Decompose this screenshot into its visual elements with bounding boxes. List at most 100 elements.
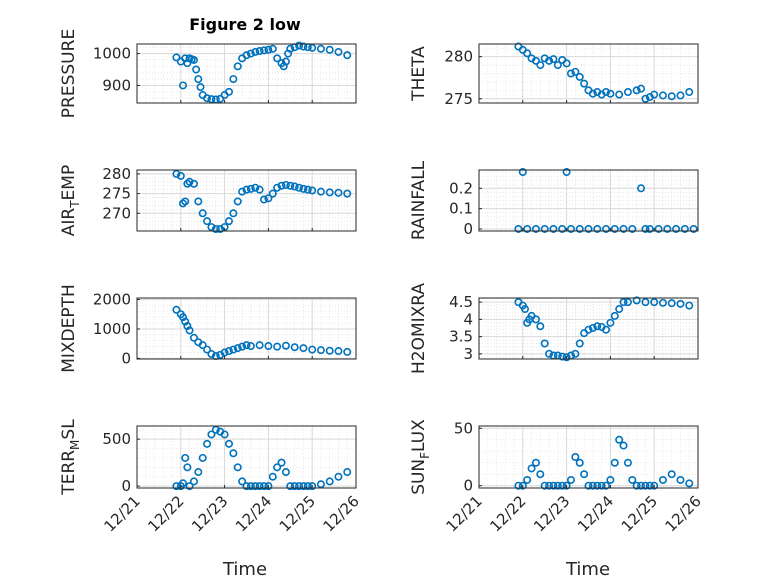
data-point xyxy=(672,224,681,233)
y-tick-label: 280 xyxy=(444,48,473,66)
data-point xyxy=(641,298,650,307)
data-point xyxy=(575,458,584,467)
data-point xyxy=(260,46,269,55)
data-point xyxy=(238,187,247,196)
data-point xyxy=(207,349,216,358)
data-point xyxy=(610,311,619,320)
data-point xyxy=(641,481,650,490)
data-point xyxy=(641,94,650,103)
data-point xyxy=(637,84,646,93)
data-point xyxy=(255,341,264,350)
data-point xyxy=(623,88,632,97)
data-point xyxy=(540,224,549,233)
y-axis-label-main: TERR xyxy=(59,450,79,496)
data-point xyxy=(571,67,580,76)
data-point xyxy=(325,188,334,197)
data-point xyxy=(606,89,615,98)
data-point xyxy=(185,482,194,491)
data-point xyxy=(281,468,290,477)
data-point xyxy=(667,299,676,308)
data-point xyxy=(558,352,567,361)
data-point xyxy=(637,481,646,490)
data-point xyxy=(273,183,282,192)
data-point xyxy=(207,95,216,104)
data-point xyxy=(268,189,277,198)
data-point xyxy=(637,184,646,193)
data-point xyxy=(658,475,667,484)
data-point xyxy=(242,482,251,491)
data-point xyxy=(273,463,282,472)
data-point xyxy=(566,475,575,484)
data-point xyxy=(308,482,317,491)
data-point xyxy=(290,343,299,352)
y-axis-label-main: MIXDEPTH xyxy=(59,284,79,373)
chart-panel-5: 0 1000 2000 MIXDEPTH xyxy=(59,284,357,373)
data-point xyxy=(531,458,540,467)
data-point xyxy=(571,349,580,358)
data-point xyxy=(290,482,299,491)
data-point xyxy=(255,482,264,491)
y-axis-label-tail: SL xyxy=(59,419,79,440)
plot-area xyxy=(137,170,356,231)
data-point xyxy=(281,180,290,189)
data-point xyxy=(264,45,273,54)
plot-area xyxy=(137,44,356,103)
data-point xyxy=(545,56,554,65)
data-point xyxy=(286,181,295,190)
data-point xyxy=(260,195,269,204)
data-point xyxy=(181,453,190,462)
data-point xyxy=(246,342,255,351)
data-point xyxy=(343,51,352,60)
data-point xyxy=(281,57,290,66)
chart-panel-1: 900 1000 PRESSURE xyxy=(59,29,357,118)
data-point xyxy=(663,224,672,233)
data-point xyxy=(172,305,181,314)
data-point xyxy=(216,225,225,234)
y-tick-label: 50 xyxy=(454,419,473,437)
data-point xyxy=(531,224,540,233)
data-point xyxy=(334,188,343,197)
data-point xyxy=(316,346,325,355)
data-point xyxy=(553,481,562,490)
data-point xyxy=(527,464,536,473)
data-point xyxy=(178,479,187,488)
data-point xyxy=(264,342,273,351)
data-point xyxy=(531,315,540,324)
data-point xyxy=(602,325,611,334)
y-tick-label: 4.5 xyxy=(449,293,473,311)
data-point xyxy=(343,347,352,356)
data-point xyxy=(558,481,567,490)
data-point xyxy=(268,44,277,53)
data-point xyxy=(343,468,352,477)
data-point xyxy=(299,344,308,353)
data-point xyxy=(334,472,343,481)
data-point xyxy=(308,43,317,52)
data-point xyxy=(619,298,628,307)
y-axis-label-main: THETA xyxy=(409,46,429,102)
data-point xyxy=(553,61,562,70)
data-point xyxy=(295,41,304,50)
y-axis-label-tail: LUX xyxy=(409,419,429,452)
figure-title: Figure 2 low xyxy=(189,15,301,34)
x-axis-label-right: Time xyxy=(565,559,610,580)
data-point xyxy=(545,481,554,490)
data-point xyxy=(325,45,334,54)
data-point xyxy=(689,224,698,233)
data-point xyxy=(593,224,602,233)
y-axis-label: TERRMSL xyxy=(59,419,82,496)
data-point xyxy=(211,225,220,234)
data-point xyxy=(593,322,602,331)
axes-box xyxy=(478,43,699,104)
plot-area xyxy=(137,426,356,488)
data-point xyxy=(536,470,545,479)
y-tick-label: 0 xyxy=(463,220,473,238)
data-point xyxy=(615,435,624,444)
data-point xyxy=(566,224,575,233)
data-point xyxy=(268,472,277,481)
data-point xyxy=(229,345,238,354)
data-point xyxy=(562,353,571,362)
data-point xyxy=(238,342,247,351)
y-tick-label: 4 xyxy=(463,310,473,328)
data-point xyxy=(685,88,694,97)
